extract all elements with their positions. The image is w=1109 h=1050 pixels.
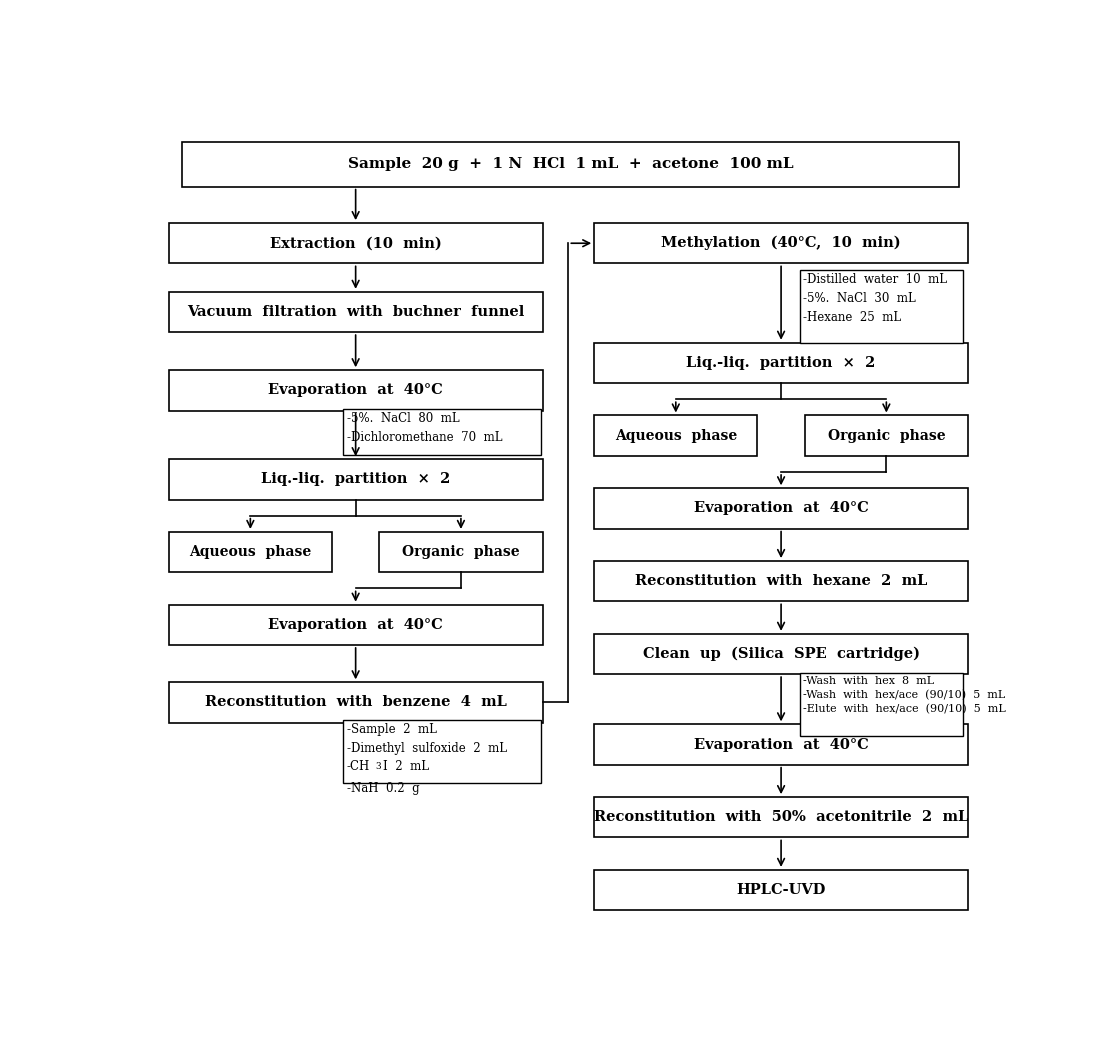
Text: Evaporation  at  40°C: Evaporation at 40°C (268, 383, 442, 397)
Bar (594, 416, 757, 456)
Text: -Dimethyl  sulfoxide  2  mL: -Dimethyl sulfoxide 2 mL (347, 741, 507, 755)
Text: Reconstitution  with  hexane  2  mL: Reconstitution with hexane 2 mL (634, 574, 927, 588)
Bar (805, 416, 968, 456)
Text: 3: 3 (375, 762, 380, 771)
Text: Evaporation  at  40°C: Evaporation at 40°C (694, 502, 868, 516)
Text: Organic  phase: Organic phase (827, 428, 945, 443)
Text: Reconstitution  with  50%  acetonitrile  2  mL: Reconstitution with 50% acetonitrile 2 m… (594, 811, 968, 824)
Bar (169, 532, 332, 572)
Bar (379, 532, 542, 572)
Text: I  2  mL: I 2 mL (383, 760, 429, 773)
Bar (343, 720, 541, 782)
Text: Sample  20 g  +  1 N  HCl  1 mL  +  acetone  100 mL: Sample 20 g + 1 N HCl 1 mL + acetone 100… (348, 158, 793, 171)
Text: -Distilled  water  10  mL
-5%.  NaCl  30  mL
-Hexane  25  mL: -Distilled water 10 mL -5%. NaCl 30 mL -… (803, 273, 947, 324)
Bar (594, 488, 968, 528)
Text: -NaH  0.2  g: -NaH 0.2 g (347, 781, 419, 795)
Bar (182, 142, 959, 187)
Bar (169, 459, 542, 500)
Bar (594, 869, 968, 910)
Bar (594, 634, 968, 674)
Bar (594, 724, 968, 764)
Text: Reconstitution  with  benzene  4  mL: Reconstitution with benzene 4 mL (205, 695, 507, 710)
Text: Vacuum  filtration  with  buchner  funnel: Vacuum filtration with buchner funnel (187, 304, 525, 319)
Bar (594, 797, 968, 838)
Text: -5%.  NaCl  80  mL
-Dichloromethane  70  mL: -5%. NaCl 80 mL -Dichloromethane 70 mL (347, 413, 502, 444)
Bar (800, 673, 963, 736)
Bar (169, 292, 542, 332)
Text: Organic  phase: Organic phase (403, 545, 520, 559)
Text: Methylation  (40°C,  10  min): Methylation (40°C, 10 min) (661, 236, 901, 251)
Bar (594, 223, 968, 264)
Text: -Sample  2  mL: -Sample 2 mL (347, 723, 437, 736)
Text: Liq.-liq.  partition  ×  2: Liq.-liq. partition × 2 (261, 472, 450, 486)
Text: Liq.-liq.  partition  ×  2: Liq.-liq. partition × 2 (686, 356, 876, 370)
Text: Clean  up  (Silica  SPE  cartridge): Clean up (Silica SPE cartridge) (642, 647, 919, 662)
Bar (169, 223, 542, 264)
Bar (343, 410, 541, 455)
Bar (594, 342, 968, 383)
Text: HPLC-UVD: HPLC-UVD (736, 883, 826, 897)
Bar (594, 561, 968, 602)
Text: Evaporation  at  40°C: Evaporation at 40°C (268, 617, 442, 632)
Bar (169, 371, 542, 411)
Text: Aqueous  phase: Aqueous phase (614, 428, 736, 443)
Bar (169, 605, 542, 645)
Bar (169, 682, 542, 722)
Text: Evaporation  at  40°C: Evaporation at 40°C (694, 737, 868, 752)
Text: -CH: -CH (347, 760, 370, 773)
Bar (800, 270, 963, 342)
Text: -Wash  with  hex  8  mL
-Wash  with  hex/ace  (90/10)  5  mL
-Elute  with  hex/a: -Wash with hex 8 mL -Wash with hex/ace (… (803, 676, 1006, 715)
Text: Extraction  (10  min): Extraction (10 min) (269, 236, 441, 250)
Text: Aqueous  phase: Aqueous phase (190, 545, 312, 559)
